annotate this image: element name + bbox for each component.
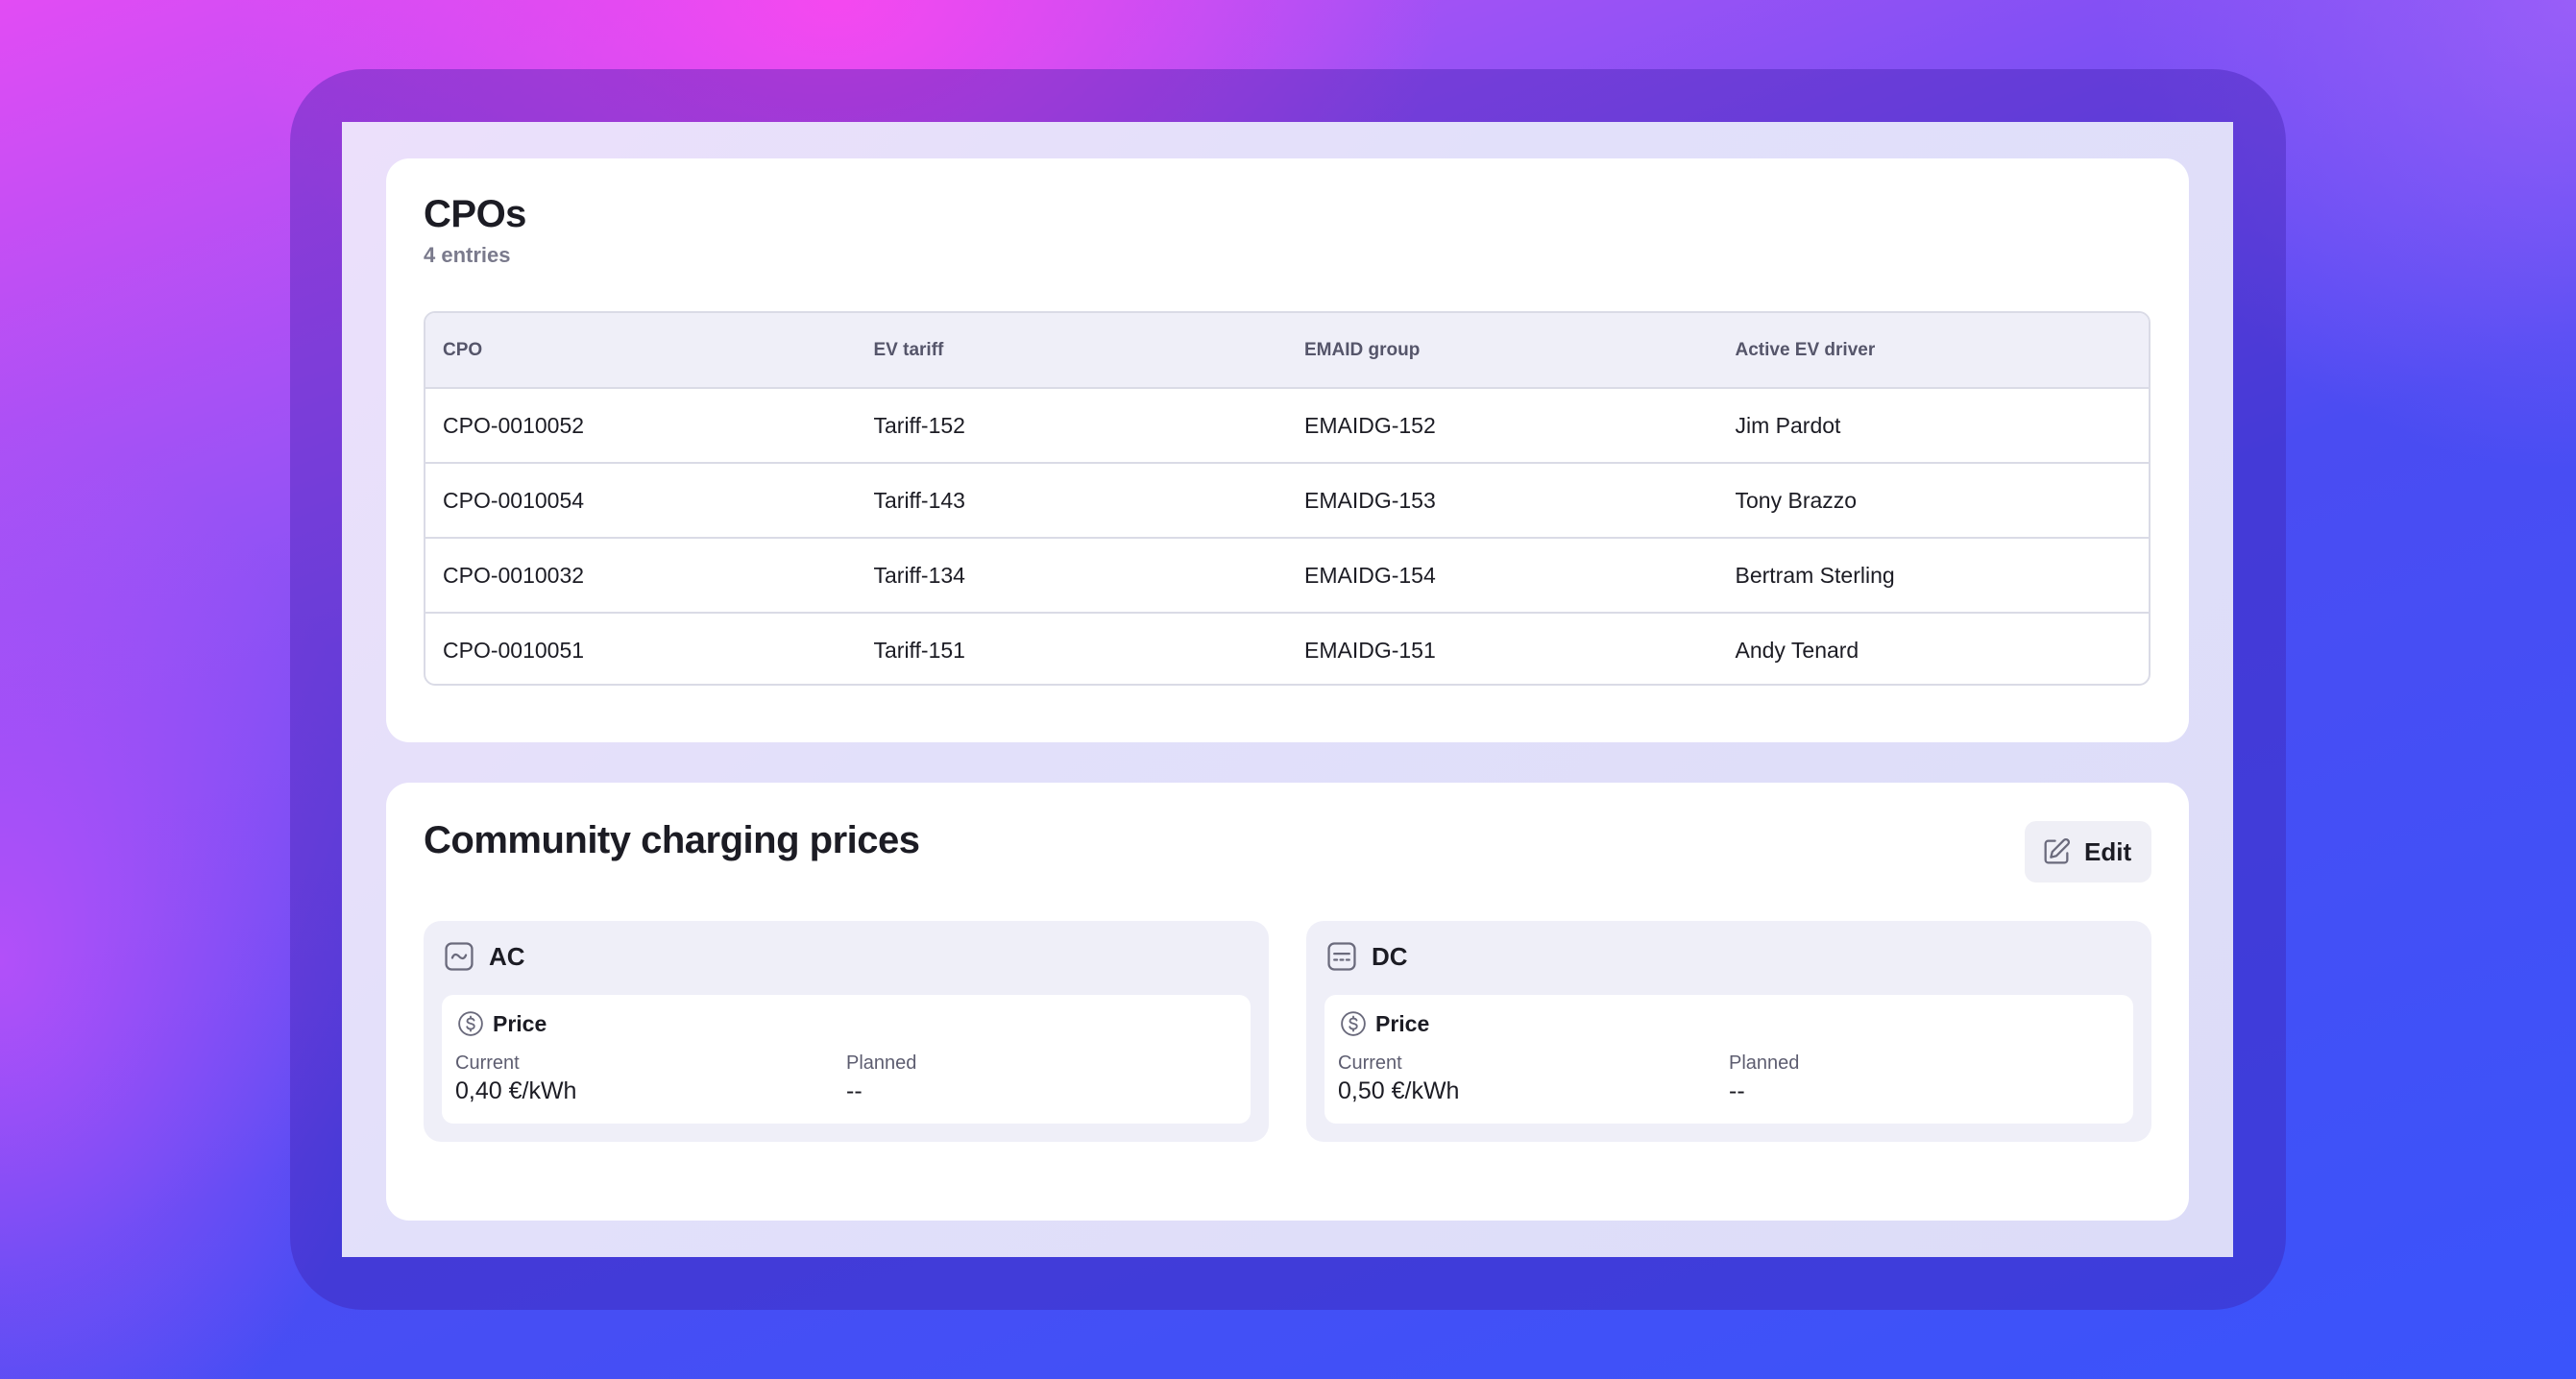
table-row[interactable]: CPO-0010052 Tariff-152 EMAIDG-152 Jim Pa…: [425, 387, 2149, 462]
dc-price-box: Price Current 0,50 €/kWh Planned --: [1324, 995, 2133, 1124]
cell-cpo: CPO-0010051: [443, 637, 585, 663]
ac-price-header: Price: [456, 1009, 547, 1038]
table-header: CPO EV tariff EMAID group Active EV driv…: [425, 313, 2149, 387]
dc-current-value: 0,50 €/kWh: [1338, 1077, 1460, 1104]
table-row[interactable]: CPO-0010051 Tariff-151 EMAIDG-151 Andy T…: [425, 612, 2149, 684]
ac-panel-header: AC: [443, 940, 525, 973]
cell-cpo: CPO-0010052: [443, 412, 585, 438]
edit-icon: [2044, 837, 2071, 864]
dc-panel-header: DC: [1325, 940, 1408, 973]
cell-cpo: CPO-0010054: [443, 487, 585, 513]
cell-emaid-group: EMAIDG-151: [1304, 637, 1436, 663]
cpos-entries-count: 4 entries: [424, 243, 511, 267]
cell-active-ev-driver: Andy Tenard: [1735, 637, 1859, 663]
dc-price-panel: DC Price Current 0,50 €/kWh Planned --: [1306, 921, 2151, 1142]
ac-planned-label: Planned: [846, 1052, 917, 1074]
ac-price-box: Price Current 0,40 €/kWh Planned --: [442, 995, 1251, 1124]
column-header-emaid-group[interactable]: EMAID group: [1304, 339, 1421, 360]
dc-planned-label: Planned: [1729, 1052, 1800, 1074]
ac-current-value: 0,40 €/kWh: [455, 1077, 577, 1104]
cpos-table: CPO EV tariff EMAID group Active EV driv…: [424, 311, 2151, 686]
ac-panel-title: AC: [489, 941, 525, 971]
ac-planned-value: --: [846, 1077, 863, 1104]
cell-ev-tariff: Tariff-151: [873, 637, 965, 663]
dollar-icon: [1341, 1011, 1366, 1036]
charging-prices-card: Community charging prices Edit AC: [386, 783, 2189, 1221]
cpos-card: CPOs 4 entries CPO EV tariff EMAID group…: [386, 158, 2189, 742]
cell-emaid-group: EMAIDG-154: [1304, 562, 1436, 588]
edit-button[interactable]: Edit: [2025, 821, 2151, 883]
ac-price-label: Price: [493, 1010, 547, 1036]
dc-lines-icon: [1327, 942, 1356, 971]
dollar-icon: [458, 1011, 483, 1036]
ac-price-panel: AC Price Current 0,40 €/kWh Planned --: [424, 921, 1269, 1142]
dc-panel-title: DC: [1372, 941, 1408, 971]
dc-planned-value: --: [1729, 1077, 1745, 1104]
table-row[interactable]: CPO-0010032 Tariff-134 EMAIDG-154 Bertra…: [425, 537, 2149, 612]
cell-active-ev-driver: Jim Pardot: [1735, 412, 1841, 438]
ac-current-label: Current: [455, 1052, 520, 1074]
dc-price-header: Price: [1339, 1009, 1429, 1038]
ac-wave-icon: [445, 942, 474, 971]
charging-prices-title: Community charging prices: [424, 819, 920, 861]
cell-ev-tariff: Tariff-134: [873, 562, 965, 588]
column-header-ev-tariff[interactable]: EV tariff: [873, 339, 944, 360]
column-header-cpo[interactable]: CPO: [443, 339, 483, 360]
dc-price-label: Price: [1375, 1010, 1430, 1036]
cell-emaid-group: EMAIDG-152: [1304, 412, 1436, 438]
cell-active-ev-driver: Tony Brazzo: [1735, 487, 1858, 513]
table-row[interactable]: CPO-0010054 Tariff-143 EMAIDG-153 Tony B…: [425, 462, 2149, 537]
cell-active-ev-driver: Bertram Sterling: [1735, 562, 1895, 588]
cpos-title: CPOs: [424, 193, 526, 235]
app-screen: CPOs 4 entries CPO EV tariff EMAID group…: [342, 122, 2233, 1257]
cell-emaid-group: EMAIDG-153: [1304, 487, 1436, 513]
dc-current-label: Current: [1338, 1052, 1402, 1074]
cell-ev-tariff: Tariff-152: [873, 412, 965, 438]
cell-ev-tariff: Tariff-143: [873, 487, 965, 513]
column-header-active-ev-driver[interactable]: Active EV driver: [1735, 339, 1876, 360]
cell-cpo: CPO-0010032: [443, 562, 585, 588]
edit-button-label: Edit: [2084, 836, 2132, 866]
